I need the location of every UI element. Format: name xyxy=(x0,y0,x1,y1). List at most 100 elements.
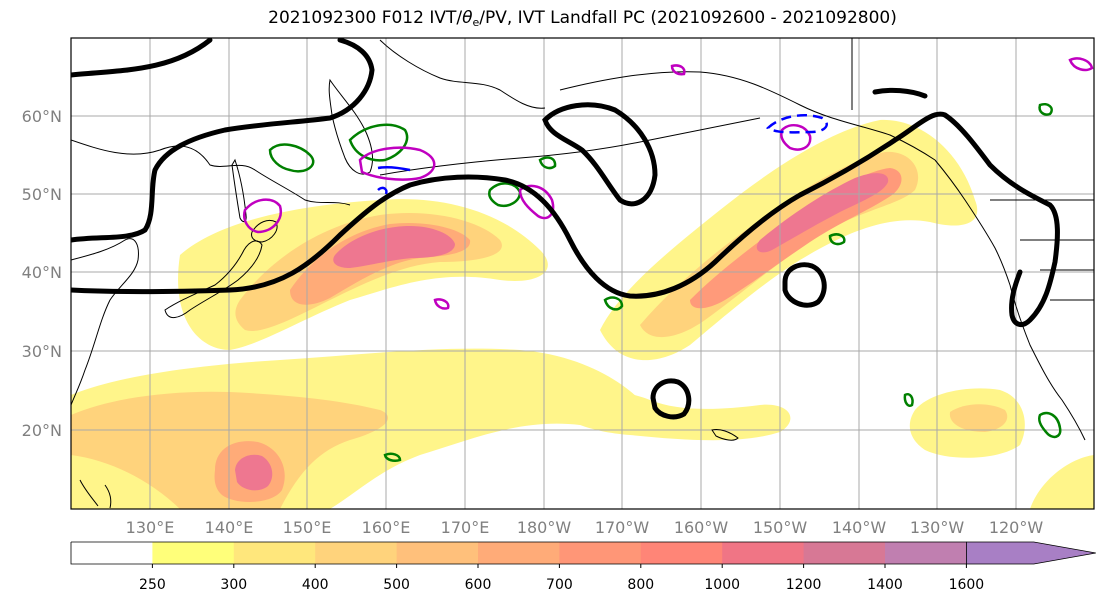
coast-sakhalin xyxy=(231,158,247,223)
gridlines xyxy=(71,38,1094,509)
colorbar-box xyxy=(396,542,479,564)
lat-label-20n: 20°N xyxy=(22,421,62,440)
colorbar-box xyxy=(315,542,398,564)
ivt-se-corner xyxy=(1030,455,1094,509)
colorbar-tick-label: 1400 xyxy=(867,577,903,593)
magenta-contour-3 xyxy=(518,184,555,220)
lon-label-120w: 120°W xyxy=(989,518,1044,537)
ivt-typhoon-core xyxy=(235,454,273,491)
lat-label-30n: 30°N xyxy=(22,342,62,361)
theta-contour-3 xyxy=(488,182,522,207)
latitude-labels: 60°N 50°N 40°N 30°N 20°N xyxy=(22,107,62,440)
title-rest: /PV, IVT Landfall PC (2021092600 - 20210… xyxy=(479,8,897,28)
coast-aleutians xyxy=(379,117,761,176)
theta-e-magenta-contours xyxy=(243,57,1094,310)
magenta-contour-1 xyxy=(243,198,283,234)
title-main: 2021092300 F012 IVT/ xyxy=(268,8,463,28)
lon-label-140e: 140°E xyxy=(205,518,254,537)
blue-contour-2 xyxy=(377,165,411,172)
colorbar-box xyxy=(559,542,642,564)
theta-contour-5 xyxy=(603,296,624,311)
lon-label-180w: 180°W xyxy=(517,518,572,537)
coast-us-west xyxy=(1009,284,1086,441)
pv-contour-main xyxy=(71,111,1060,328)
ivt-east-tropical-mid xyxy=(949,404,1008,432)
colorbar-box xyxy=(71,542,153,564)
theta-contour-8 xyxy=(383,452,402,463)
coast-philippines xyxy=(79,479,112,509)
pv-contour-north xyxy=(71,38,213,78)
coast-bc-canada xyxy=(934,159,1011,286)
lon-label-140w: 140°W xyxy=(832,518,887,537)
magenta-contour-4 xyxy=(780,123,812,151)
theta-contour-4 xyxy=(828,233,846,246)
pv-contour-ring-1 xyxy=(782,262,827,308)
magenta-contour-2 xyxy=(358,146,436,181)
lon-label-170e: 170°E xyxy=(441,518,490,537)
colorbar-frame xyxy=(70,541,967,565)
lon-label-170w: 170°W xyxy=(595,518,650,537)
colorbar-extend-arrow xyxy=(966,541,1096,565)
magenta-contour-6 xyxy=(433,298,450,310)
lat-label-40n: 40°N xyxy=(22,263,62,282)
coast-kamchatka xyxy=(328,78,373,175)
lat-label-60n: 60°N xyxy=(22,107,62,126)
pv-contours xyxy=(71,38,1060,420)
blue-dashed-contour xyxy=(765,114,828,134)
colorbar-box xyxy=(152,542,235,564)
pv-contour-loop xyxy=(71,38,375,243)
map-frame xyxy=(70,37,1095,510)
colorbar-box xyxy=(478,542,560,564)
coast-korea-china xyxy=(71,238,139,406)
colorbar-box xyxy=(803,542,886,564)
longitude-labels: 130°E 140°E 150°E 160°E 170°E 180°W 170°… xyxy=(126,518,1044,537)
theta-contour-1 xyxy=(268,143,315,173)
colorbar-tick-label: 600 xyxy=(465,577,492,593)
coast-hawaii xyxy=(711,429,739,441)
colorbar-box xyxy=(722,542,805,564)
coastlines xyxy=(71,38,1094,509)
theta-e-contours xyxy=(268,103,1062,463)
lon-label-130w: 130°W xyxy=(910,518,965,537)
ivt-shading xyxy=(71,119,1094,509)
lon-label-130e: 130°E xyxy=(126,518,175,537)
magenta-contour-7 xyxy=(670,64,686,76)
lon-label-150e: 150°E xyxy=(283,518,332,537)
coast-japan xyxy=(164,240,263,318)
blue-contour-3 xyxy=(377,186,388,195)
ivt-ar-east-core xyxy=(756,173,889,253)
lon-label-150w: 150°W xyxy=(753,518,808,537)
title-theta: θ xyxy=(462,8,473,28)
colorbar-tick-label: 300 xyxy=(220,577,247,593)
magenta-contour-5 xyxy=(1068,57,1094,72)
pv-contour-aleutian-low xyxy=(542,102,658,207)
pv-contour-ring-2 xyxy=(650,378,692,420)
colorbar-tick-label: 800 xyxy=(627,577,654,593)
theta-contour-7 xyxy=(903,393,914,407)
theta-contour-10 xyxy=(538,156,557,170)
lat-label-50n: 50°N xyxy=(22,185,62,204)
theta-contour-6 xyxy=(1038,411,1062,439)
lon-label-160e: 160°E xyxy=(362,518,411,537)
colorbar-tick-label: 250 xyxy=(139,577,166,593)
map-title: 2021092300 F012 IVT/θe/PV, IVT Landfall … xyxy=(0,8,1105,29)
colorbar-tick-label: 700 xyxy=(546,577,573,593)
lon-label-160w: 160°W xyxy=(674,518,729,537)
ivt-ar-west-core xyxy=(333,226,455,268)
colorbar-tick-label: 1600 xyxy=(949,577,985,593)
colorbar-box xyxy=(640,542,723,564)
coast-asia-north xyxy=(71,139,351,206)
theta-contour-9 xyxy=(1038,103,1053,116)
colorbar-tick-label: 500 xyxy=(383,577,410,593)
colorbar-tick-label: 1000 xyxy=(704,577,740,593)
colorbar-boxes xyxy=(70,541,1096,565)
coast-alaska xyxy=(559,71,936,161)
colorbar-box xyxy=(885,542,967,564)
colorbar-tick-label: 400 xyxy=(302,577,329,593)
colorbar-box xyxy=(233,542,316,564)
pv-contour-alaska xyxy=(872,87,928,99)
coast-bering xyxy=(379,39,546,109)
theta-e-blue-contours xyxy=(377,114,828,195)
